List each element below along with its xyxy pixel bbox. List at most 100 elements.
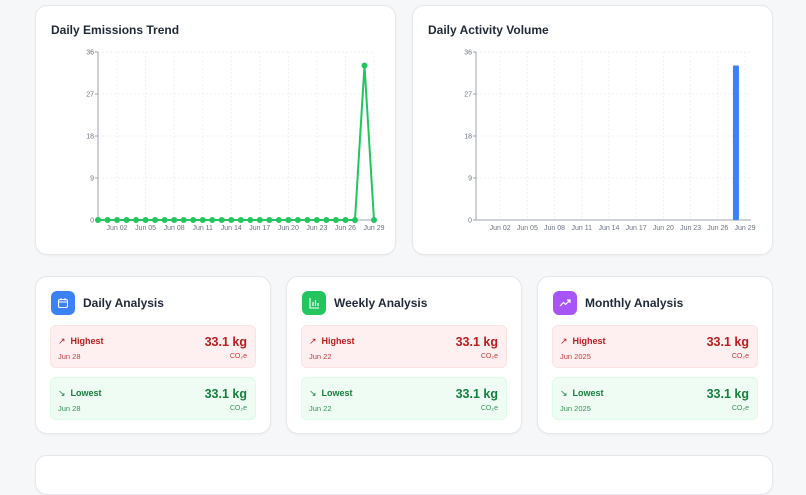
- lowest-date: Jun 28: [58, 404, 81, 413]
- data-point: [95, 217, 101, 223]
- lowest-box: ↘ Lowest Jun 22 33.1 kg CO₂e: [301, 377, 507, 420]
- activity-volume-card: Daily Activity Volume 0 9 18 27 36 Jun 02 Jun …: [412, 5, 773, 255]
- highest-box: ↗ Highest Jun 2025 33.1 kg CO₂e: [552, 325, 758, 368]
- trending-up-icon: ↗: [560, 336, 568, 346]
- lowest-box: ↘ Lowest Jun 28 33.1 kg CO₂e: [50, 377, 256, 420]
- lowest-value: 33.1 kg: [706, 387, 749, 401]
- x-tick-label: Jun 29: [734, 225, 755, 232]
- x-tick-label: Jun 20: [278, 225, 299, 232]
- activity-bar-chart: 0 9 18 27 36 Jun 02 Jun 05 Jun 08 Jun 11 Jun 14 Ju…: [464, 50, 755, 233]
- x-tick-label: Jun 02: [490, 225, 511, 232]
- lowest-value: 33.1 kg: [204, 387, 247, 401]
- highest-value: 33.1 kg: [204, 335, 247, 349]
- y-tick-label: 18: [464, 134, 472, 141]
- bar-chart-icon: [302, 291, 326, 315]
- x-tick-label: Jun 08: [164, 225, 185, 232]
- lowest-label: Lowest: [572, 388, 604, 398]
- x-tick-label: Jun 05: [135, 225, 156, 232]
- data-point: [209, 217, 216, 223]
- analysis-title: Monthly Analysis: [585, 296, 684, 310]
- x-tick-label: Jun 11: [572, 225, 593, 232]
- trending-up-icon: ↗: [309, 336, 317, 346]
- lowest-unit: CO₂e: [480, 405, 498, 412]
- x-tick-label: Jun 26: [335, 225, 356, 232]
- data-point: [342, 217, 349, 223]
- y-tick-label: 0: [468, 218, 472, 225]
- x-tick-label: Jun 11: [192, 225, 213, 232]
- highest-label: Highest: [321, 336, 355, 346]
- data-point: [104, 217, 111, 223]
- analysis-card: Weekly Analysis ↗ Highest Jun 22 33.1 kg …: [286, 276, 522, 434]
- bottom-card: [35, 455, 773, 495]
- y-tick-label: 9: [90, 176, 94, 183]
- highest-date: Jun 2025: [560, 352, 591, 361]
- trending-down-icon: ↘: [58, 388, 66, 398]
- data-point: [351, 217, 358, 223]
- y-tick-label: 36: [464, 50, 472, 57]
- x-tick-label: Jun 23: [680, 225, 701, 232]
- x-tick-label: Jun 23: [306, 225, 327, 232]
- lowest-date: Jun 22: [309, 404, 332, 413]
- trending-down-icon: ↘: [560, 388, 568, 398]
- chart-title: Daily Emissions Trend: [51, 23, 180, 37]
- highest-date: Jun 22: [309, 352, 332, 361]
- x-tick-label: Jun 20: [653, 225, 674, 232]
- y-tick-label: 9: [468, 176, 472, 183]
- x-tick-label: Jun 26: [707, 225, 728, 232]
- data-point: [361, 62, 368, 69]
- data-point: [161, 217, 168, 223]
- x-tick-label: Jun 14: [221, 225, 242, 232]
- x-tick-label: Jun 05: [517, 225, 538, 232]
- highest-box: ↗ Highest Jun 22 33.1 kg CO₂e: [301, 325, 507, 368]
- x-tick-label: Jun 17: [626, 225, 647, 232]
- highest-label: Highest: [572, 336, 606, 346]
- lowest-label: Lowest: [321, 388, 353, 398]
- lowest-date: Jun 2025: [560, 404, 591, 413]
- data-point: [190, 217, 197, 223]
- data-point: [123, 217, 130, 223]
- highest-value: 33.1 kg: [706, 335, 749, 349]
- data-point: [142, 217, 149, 223]
- data-point: [275, 217, 282, 223]
- x-tick-label: Jun 08: [544, 225, 565, 232]
- bar: [732, 65, 739, 221]
- emissions-trend-card: Daily Emissions Trend 0 9 18 27 36 Jun 02 Jun …: [35, 5, 396, 255]
- x-tick-label: Jun 29: [363, 225, 384, 232]
- highest-label: Highest: [70, 336, 104, 346]
- data-point: [114, 217, 121, 223]
- data-point: [371, 217, 377, 223]
- calendar-icon: [51, 291, 75, 315]
- emissions-line-chart: 0 9 18 27 36 Jun 02 Jun 05 Jun 08 Jun 11 Jun 14 Ju…: [86, 50, 384, 233]
- lowest-unit: CO₂e: [731, 405, 749, 412]
- x-tick-label: Jun 02: [107, 225, 128, 232]
- x-tick-label: Jun 14: [598, 225, 619, 232]
- data-point: [256, 217, 263, 223]
- data-point: [285, 217, 292, 223]
- x-tick-label: Jun 17: [249, 225, 270, 232]
- highest-date: Jun 28: [58, 352, 81, 361]
- data-point: [152, 217, 159, 223]
- y-tick-label: 27: [464, 92, 472, 99]
- highest-unit: CO₂e: [229, 353, 247, 360]
- data-point: [133, 217, 140, 223]
- y-tick-label: 18: [86, 134, 94, 141]
- lowest-box: ↘ Lowest Jun 2025 33.1 kg CO₂e: [552, 377, 758, 420]
- data-point: [294, 217, 301, 223]
- data-point: [323, 217, 330, 223]
- lowest-unit: CO₂e: [229, 405, 247, 412]
- trending-down-icon: ↘: [309, 388, 317, 398]
- data-point: [199, 217, 206, 223]
- highest-value: 33.1 kg: [455, 335, 498, 349]
- data-point: [266, 217, 273, 223]
- data-point: [171, 217, 178, 223]
- analysis-title: Weekly Analysis: [334, 296, 428, 310]
- highest-unit: CO₂e: [480, 353, 498, 360]
- y-tick-label: 27: [86, 92, 94, 99]
- data-point: [180, 217, 187, 223]
- data-point: [304, 217, 311, 223]
- data-point: [313, 217, 320, 223]
- analysis-title: Daily Analysis: [83, 296, 164, 310]
- data-point: [218, 217, 225, 223]
- highest-unit: CO₂e: [731, 353, 749, 360]
- series-line: [98, 65, 375, 221]
